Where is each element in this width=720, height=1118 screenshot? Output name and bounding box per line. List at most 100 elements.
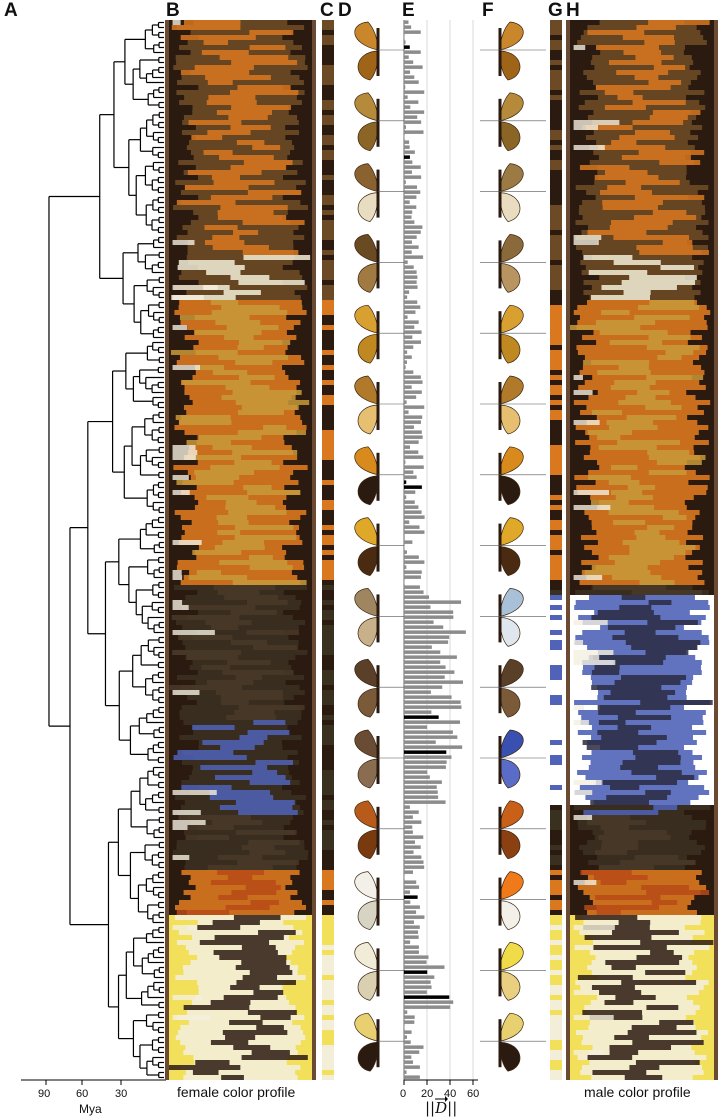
profile-row-center: [204, 40, 228, 46]
profile-row-highlight: [173, 690, 200, 696]
distance-bar: [404, 165, 421, 169]
color-bar-cell: [322, 620, 334, 626]
profile-row-center: [239, 375, 275, 381]
profile-row-center: [234, 915, 281, 921]
body: [377, 524, 380, 572]
distance-bar: [404, 375, 421, 379]
profile-row-center: [218, 590, 260, 596]
male-butterfly-column: [480, 14, 546, 1084]
distance-bar: [404, 1000, 453, 1004]
color-bar-cell: [550, 125, 562, 131]
color-bar-cell: [322, 50, 334, 56]
body: [377, 28, 380, 76]
color-bar-cell: [550, 350, 562, 356]
color-bar-cell: [550, 165, 562, 171]
profile-row-center: [181, 35, 256, 41]
color-bar-cell: [550, 365, 562, 371]
profile-row-center: [599, 835, 671, 841]
profile-row-highlight: [574, 505, 611, 511]
profile-row-mid: [173, 850, 308, 856]
color-bar-cell: [550, 575, 562, 581]
profile-row-center: [657, 460, 702, 466]
color-bar-cell: [550, 1025, 562, 1031]
color-bar-cell: [322, 300, 334, 306]
color-bar-cell: [550, 430, 562, 436]
distance-bar: [404, 620, 434, 624]
color-bar-cell: [322, 440, 334, 446]
profile-row-center: [603, 205, 658, 211]
color-bar-cell: [322, 60, 334, 66]
profile-row-center: [194, 470, 254, 476]
hindwing: [358, 193, 378, 222]
distance-bar: [404, 865, 424, 869]
butterfly-golden-skipper-male: [480, 305, 546, 363]
color-bar-cell: [322, 880, 334, 886]
forewing: [355, 305, 378, 333]
forewing: [355, 872, 378, 900]
color-bar-cell: [322, 555, 334, 561]
color-bar-cell: [322, 225, 334, 231]
profile-row-highlight: [173, 285, 218, 291]
body: [377, 453, 380, 501]
profile-row-highlight: [574, 640, 583, 646]
profile-row-center: [625, 1075, 662, 1080]
color-bar-cell: [550, 680, 562, 686]
profile-row-center: [193, 1070, 219, 1076]
profile-row-center: [220, 205, 287, 211]
distance-bar: [404, 440, 419, 444]
distance-bar: [404, 175, 421, 179]
profile-row-center: [598, 710, 636, 716]
profile-row-center: [214, 950, 278, 956]
butterfly-golden-skipper-female: [355, 305, 404, 363]
color-bar-cell: [322, 655, 334, 661]
color-bar-cell: [322, 610, 334, 616]
hindwing: [358, 1042, 378, 1071]
female-color-profile-heatmap: [165, 20, 316, 1080]
color-bar-cell: [550, 40, 562, 46]
profile-row-center: [212, 175, 240, 181]
color-bar-cell: [322, 1040, 334, 1046]
body: [499, 382, 502, 430]
distance-bar: [404, 1055, 411, 1059]
color-bar-cell: [322, 330, 334, 336]
profile-row-highlight: [574, 240, 599, 246]
profile-row-center: [212, 820, 262, 826]
profile-row-highlight: [574, 45, 586, 51]
color-bar-cell: [322, 800, 334, 806]
color-bar-cell: [322, 415, 334, 421]
profile-row-center: [592, 1070, 646, 1076]
color-bar-cell: [322, 970, 334, 976]
profile-row-center: [626, 640, 701, 646]
profile-row-center: [587, 745, 638, 751]
vector-arrow-icon: [434, 1095, 448, 1102]
profile-row-highlight: [574, 1015, 614, 1021]
color-bar-cell: [322, 685, 334, 691]
color-bar-cell: [550, 990, 562, 996]
profile-row-center: [179, 260, 235, 266]
distance-bar: [404, 30, 421, 34]
distance-bar: [404, 1010, 407, 1014]
distance-bar: [404, 415, 422, 419]
profile-row-highlight: [173, 540, 202, 546]
color-bar-cell: [550, 465, 562, 471]
profile-row-center: [195, 330, 262, 336]
color-bar-cell: [550, 1050, 562, 1056]
panel-label-a: A: [4, 0, 18, 22]
color-bar-cell: [550, 570, 562, 576]
profile-row-highlight: [574, 990, 586, 996]
body: [499, 807, 502, 855]
color-bar-cell: [322, 530, 334, 536]
profile-row-center: [665, 350, 693, 356]
color-bar-cell: [322, 820, 334, 826]
color-bar-cell: [550, 135, 562, 141]
profile-row-highlight: [173, 825, 188, 831]
color-bar-cell: [322, 750, 334, 756]
color-bar-cell: [322, 920, 334, 926]
distance-bar: [404, 1015, 415, 1019]
forewing: [500, 942, 523, 970]
profile-row-center: [252, 770, 277, 776]
color-bar-cell: [550, 190, 562, 196]
profile-row-center: [195, 65, 254, 71]
profile-row-center: [613, 660, 663, 666]
distance-bar: [404, 255, 423, 259]
